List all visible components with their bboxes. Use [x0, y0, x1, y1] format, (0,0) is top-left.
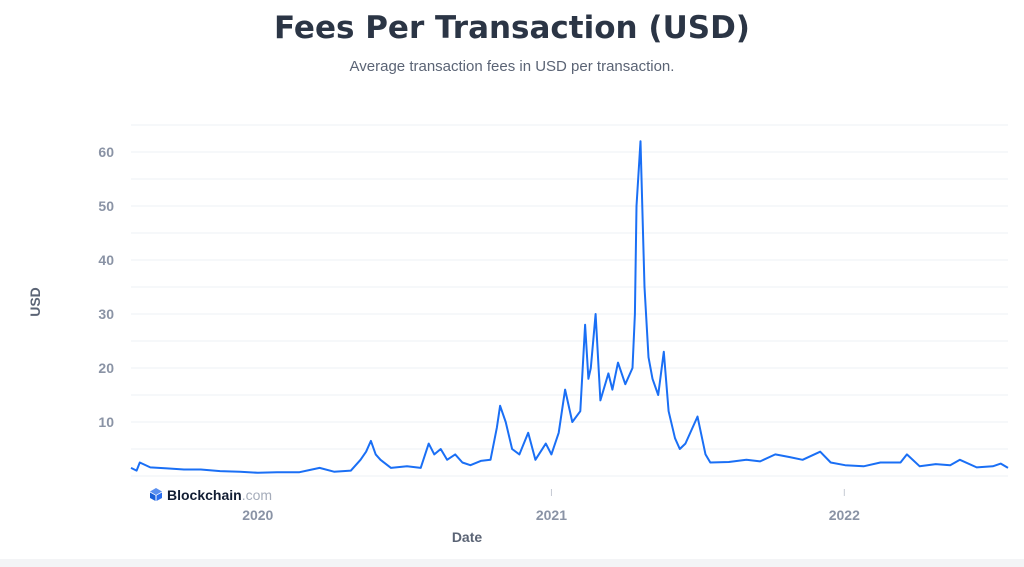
- x-axis-label: Date: [452, 529, 483, 545]
- page-footer-strip: [0, 559, 1024, 567]
- x-tick-label: 2021: [536, 507, 567, 523]
- y-axis-ticks: 10 20 30 40 50 60: [98, 144, 114, 430]
- y-tick-label: 60: [98, 144, 114, 160]
- y-tick-label: 40: [98, 252, 114, 268]
- x-tick-label: 2020: [242, 507, 273, 523]
- x-tick-label: 2022: [829, 507, 860, 523]
- x-axis-ticks: 2020 2021 2022: [242, 489, 860, 523]
- gridlines: [131, 124, 1008, 477]
- y-tick-label: 10: [98, 414, 114, 430]
- blockchain-logo-icon: [150, 488, 162, 501]
- series-line: [130, 140, 1009, 474]
- y-tick-label: 20: [98, 360, 114, 376]
- chart-title: Fees Per Transaction (USD): [274, 10, 750, 46]
- y-tick-label: 30: [98, 306, 114, 322]
- blockchain-logo: Blockchain.com: [150, 487, 272, 503]
- svg-text:Blockchain.com: Blockchain.com: [167, 487, 272, 503]
- y-tick-label: 50: [98, 198, 114, 214]
- chart-subtitle: Average transaction fees in USD per tran…: [349, 58, 675, 75]
- y-axis-label: USD: [27, 287, 43, 317]
